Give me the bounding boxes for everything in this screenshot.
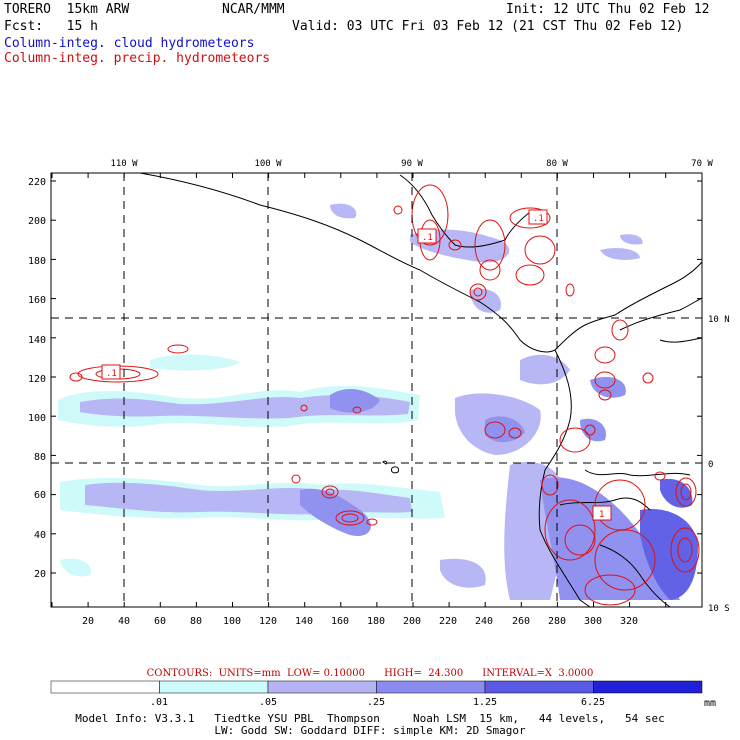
- lon-label-90w: 90 W: [401, 159, 423, 169]
- y-tick-label: 60: [34, 490, 46, 501]
- x-tick-label: 60: [154, 616, 166, 627]
- cloud-field-label: Column-integ. cloud hydrometeors: [4, 36, 255, 51]
- scale-label: 1.25: [472, 697, 498, 708]
- model-info-line1: Model Info: V3.3.1 Tiedtke YSU PBL Thomp…: [75, 712, 665, 725]
- contour-label: .1: [422, 233, 433, 243]
- contours-info: CONTOURS: UNITS=mm LOW= 0.10000 HIGH= 24…: [146, 668, 594, 679]
- y-tick-label: 100: [28, 413, 46, 424]
- x-tick-label: 300: [584, 616, 602, 627]
- x-tick-label: 260: [512, 616, 530, 627]
- x-tick-label: 40: [118, 616, 130, 627]
- x-tick-label: 160: [331, 616, 349, 627]
- lat-label-0: 0: [708, 460, 713, 470]
- coastlines: [139, 172, 703, 608]
- y-tick-label: 120: [28, 374, 46, 385]
- scale-label: 6.25: [580, 697, 606, 708]
- x-tick-label: 320: [620, 616, 638, 627]
- lat-label-10s: 10 S: [708, 604, 730, 614]
- contour-label: 1: [599, 510, 604, 520]
- init-time: Init: 12 UTC Thu 02 Feb 12: [506, 2, 710, 17]
- lon-label-100w: 100 W: [254, 159, 282, 169]
- scale-swatch: [267, 680, 377, 694]
- scale-label: .01: [149, 697, 169, 708]
- y-tick-label: 200: [28, 216, 46, 227]
- scale-swatch: [159, 680, 269, 694]
- y-tick-label: 180: [28, 256, 46, 267]
- y-tick-label: 80: [34, 452, 46, 463]
- x-tick-label: 20: [82, 616, 94, 627]
- org-label: NCAR/MMM: [222, 2, 285, 17]
- scale-swatch: [50, 680, 160, 694]
- y-tick-label: 140: [28, 335, 46, 346]
- precip-contours: [69, 184, 700, 606]
- cloud-shading: [58, 203, 698, 600]
- scale-label: .05: [258, 697, 278, 708]
- x-tick-label: 280: [548, 616, 566, 627]
- scale-unit: mm: [703, 698, 717, 709]
- x-tick-label: 100: [223, 616, 241, 627]
- lat-label-10n: 10 N: [708, 315, 730, 325]
- y-tick-label: 160: [28, 295, 46, 306]
- color-scale-bar: [50, 680, 703, 694]
- latlon-grid: [51, 173, 702, 607]
- x-tick-label: 240: [475, 616, 493, 627]
- lon-label-80w: 80 W: [546, 159, 568, 169]
- contour-label-boxes: .1 .1 1 .1: [101, 209, 612, 521]
- contour-label: .1: [106, 369, 117, 379]
- valid-time: Valid: 03 UTC Fri 03 Feb 12 (21 CST Thu …: [292, 19, 684, 34]
- forecast-hour: Fcst: 15 h: [4, 19, 98, 34]
- scale-swatch: [593, 680, 703, 694]
- precip-field-label: Column-integ. precip. hydrometeors: [4, 51, 271, 66]
- x-tick-label: 120: [259, 616, 277, 627]
- axis-ticks: [51, 173, 702, 607]
- y-tick-label: 40: [34, 530, 46, 541]
- scale-swatch: [484, 680, 594, 694]
- lon-label-110w: 110 W: [110, 159, 138, 169]
- model-title: TORERO 15km ARW: [4, 2, 130, 17]
- y-tick-label: 220: [28, 177, 46, 188]
- scale-label: .25: [366, 697, 386, 708]
- x-tick-label: 220: [439, 616, 457, 627]
- y-tick-label: 20: [34, 569, 46, 580]
- x-tick-label: 140: [295, 616, 313, 627]
- model-info-line2: LW: Godd SW: Goddard DIFF: simple KM: 2D…: [214, 724, 526, 737]
- lon-label-70w: 70 W: [691, 159, 713, 169]
- scale-swatch: [376, 680, 486, 694]
- x-tick-label: 80: [190, 616, 202, 627]
- x-tick-label: 180: [367, 616, 385, 627]
- x-tick-label: 200: [403, 616, 421, 627]
- contour-label: .1: [533, 214, 544, 224]
